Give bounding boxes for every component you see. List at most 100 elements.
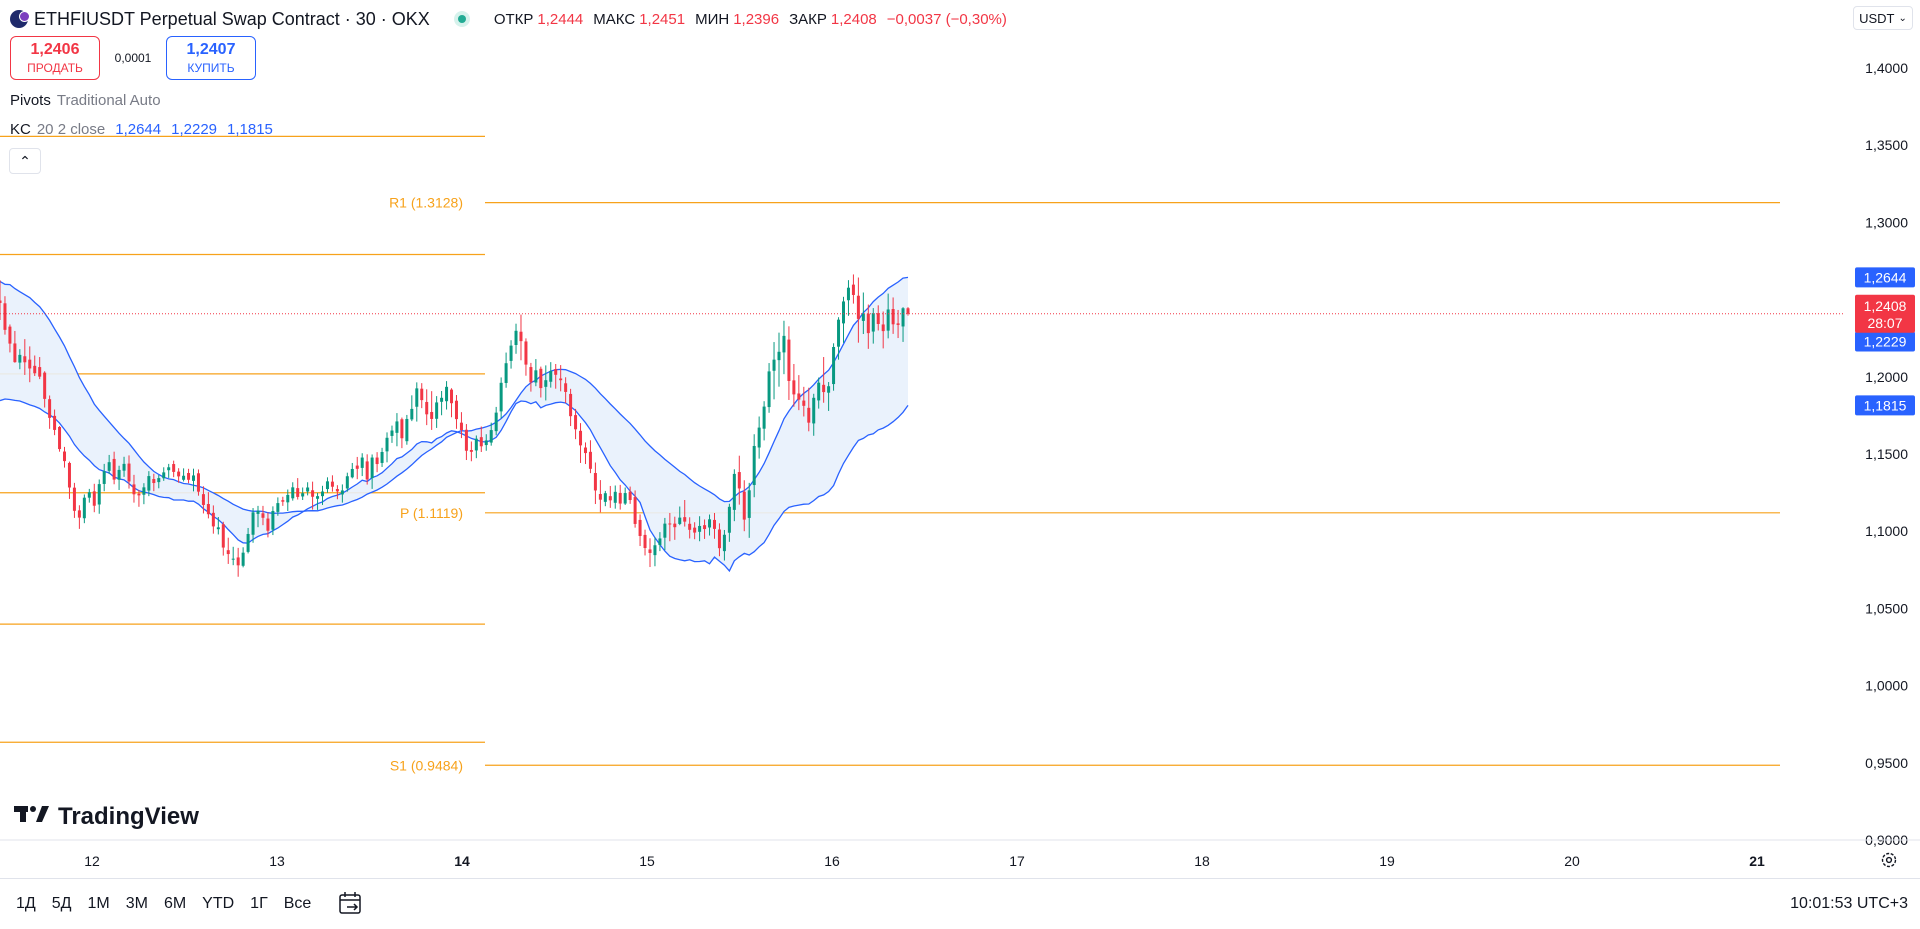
buy-button[interactable]: 1,2407 КУПИТЬ (166, 36, 256, 80)
candle-body (539, 368, 543, 389)
symbol-title[interactable]: ETHFIUSDT Perpetual Swap Contract · 30 ·… (34, 8, 430, 29)
range-6m[interactable]: 6М (163, 895, 187, 912)
candle-body (187, 472, 191, 480)
indicator-keltner[interactable]: KC 20 2 close 1,2644 1,2229 1,1815 (10, 119, 273, 139)
calendar-goto-icon[interactable] (337, 890, 365, 916)
candle-body (172, 464, 176, 472)
candle (509, 340, 513, 369)
candle-body (628, 491, 632, 501)
candle-body (722, 534, 726, 552)
candle-body (316, 496, 320, 499)
x-tick-label: 18 (1194, 853, 1210, 869)
candle-body (321, 491, 325, 497)
range-1m[interactable]: 1М (87, 895, 110, 912)
candle-body (0, 300, 2, 303)
candle-body (390, 430, 394, 436)
candle-body (325, 481, 329, 490)
candle (802, 386, 806, 417)
sell-button[interactable]: 1,2406 ПРОДАТЬ (10, 36, 100, 80)
candle (559, 365, 563, 392)
candle (201, 486, 205, 514)
candle-body (281, 500, 285, 502)
candle-body (231, 558, 235, 560)
candle (430, 391, 434, 430)
candle-body (345, 476, 349, 489)
tradingview-logo[interactable]: TradingView (14, 803, 199, 831)
candle (13, 330, 17, 363)
candle (395, 413, 399, 447)
candle-body (370, 457, 374, 479)
candle (564, 377, 568, 404)
candle (712, 512, 716, 539)
candle (177, 468, 181, 483)
candle (167, 463, 171, 478)
candle-body (211, 512, 215, 527)
candle (579, 423, 583, 463)
x-tick-label: 17 (1009, 853, 1025, 869)
candle-body (177, 471, 181, 477)
indicator-name: Pivots (10, 91, 51, 109)
clock-timezone[interactable]: 10:01:53 UTC+3 (1790, 895, 1908, 912)
candle-body (97, 484, 101, 505)
candle-body (13, 343, 17, 363)
candle (405, 414, 409, 445)
candle-body (38, 367, 42, 377)
currency-selector[interactable]: USDT ⌄ (1853, 6, 1913, 30)
candle (886, 293, 890, 339)
candle-body (256, 510, 260, 514)
candle (385, 432, 389, 463)
range-all[interactable]: Все (283, 895, 312, 912)
candle (618, 484, 622, 510)
candle-body (291, 487, 295, 499)
candle-body (703, 525, 707, 530)
candle (633, 490, 637, 528)
candle-body (494, 412, 498, 432)
candle-body (881, 324, 885, 332)
x-tick-label: 12 (84, 853, 100, 869)
candle (306, 482, 310, 496)
candle (182, 468, 186, 482)
indicator-pivots[interactable]: Pivots Traditional Auto (10, 90, 161, 110)
candle-body (886, 309, 890, 331)
candle-body (668, 523, 672, 525)
candle (0, 280, 2, 320)
y-tick-label: 1,0000 (1865, 678, 1908, 694)
candle-body (365, 461, 369, 480)
candle (450, 388, 454, 418)
range-5d[interactable]: 5Д (51, 895, 72, 912)
candle (390, 425, 394, 443)
candle (732, 469, 736, 522)
settings-gear-icon[interactable] (1880, 851, 1898, 869)
candle (693, 522, 697, 540)
candle-body (454, 400, 458, 420)
range-ytd[interactable]: YTD (202, 895, 235, 912)
candle-body (122, 463, 126, 471)
pivot-label: P (1.1119) (400, 505, 463, 521)
candle (241, 547, 245, 568)
range-3m[interactable]: 3М (125, 895, 148, 912)
candle-body (400, 419, 404, 439)
candle-body (891, 309, 895, 325)
candle-body (82, 497, 86, 519)
range-1y[interactable]: 1Г (250, 895, 268, 912)
candle-body (732, 473, 736, 510)
candle-body (712, 519, 716, 529)
candle-body (28, 359, 32, 369)
candle (196, 469, 200, 496)
candle (727, 503, 731, 542)
candle (271, 506, 275, 536)
candle (574, 408, 578, 440)
range-1d[interactable]: 1Д (16, 895, 36, 912)
candle (896, 309, 900, 339)
candle-body (583, 447, 587, 454)
collapse-legend-button[interactable]: ⌃ (9, 148, 41, 174)
candle-body (340, 490, 344, 495)
candle (583, 442, 587, 465)
candle (544, 365, 548, 401)
candle (782, 320, 786, 375)
market-status-icon[interactable] (453, 11, 470, 27)
kc-lower-value: 1,1815 (227, 120, 273, 138)
